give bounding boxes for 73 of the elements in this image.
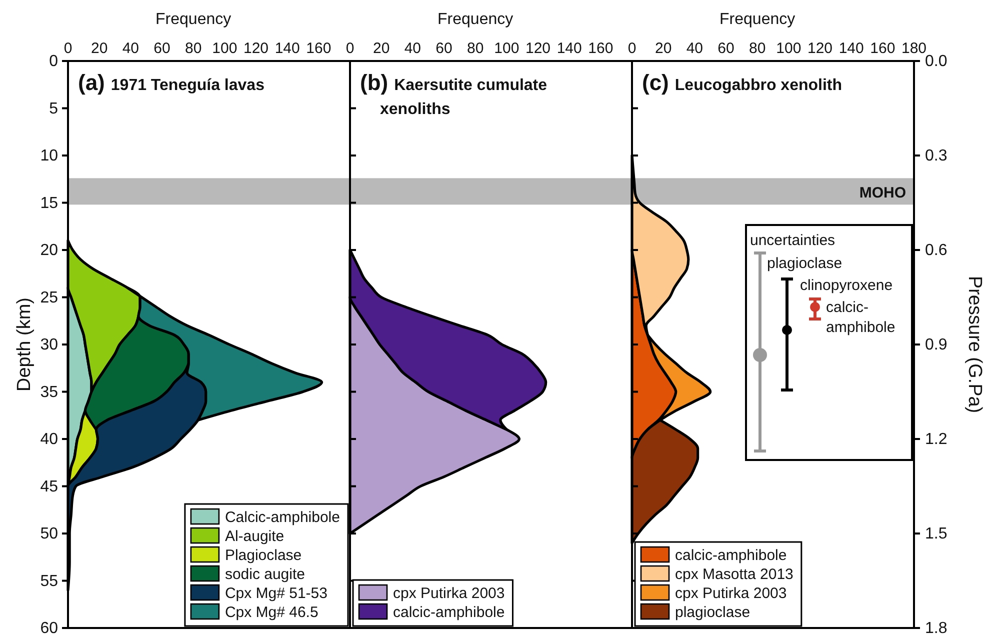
x-tick-label: 40 bbox=[686, 40, 704, 57]
text: 1.8 bbox=[925, 620, 948, 638]
legend-label: Calcic-amphibole bbox=[224, 509, 340, 526]
x-tick-label: 100 bbox=[494, 40, 520, 57]
x-tick-label: 40 bbox=[404, 40, 422, 57]
y-tick-label: 15 bbox=[40, 194, 58, 212]
annotation: calcic-amphibole bbox=[826, 299, 896, 336]
x-tick-label: 0 bbox=[64, 40, 72, 57]
legend-label: calcic-amphibole bbox=[675, 547, 787, 564]
x-tick-label: 60 bbox=[718, 40, 734, 57]
x-tick-label: 20 bbox=[90, 40, 108, 57]
text: 0.9 bbox=[925, 336, 948, 354]
y-tick-label: 10 bbox=[40, 148, 58, 165]
annotation: plagioclase bbox=[767, 255, 842, 272]
x-axis-title: Frequency bbox=[156, 11, 232, 28]
x-tick-label: 100 bbox=[776, 40, 802, 57]
annotation: clinopyroxene bbox=[800, 277, 893, 294]
y-tick-label: 30 bbox=[40, 336, 58, 354]
x-tick-label: 60 bbox=[436, 40, 452, 57]
y-tick-label: 25 bbox=[40, 289, 58, 306]
x-tick-label: 80 bbox=[748, 40, 766, 57]
legend-label: cpx Putirka 2003 bbox=[675, 585, 787, 602]
x-axis-title: Frequency bbox=[720, 11, 796, 28]
chart-title: (c) Leucogabbro xenolith bbox=[642, 70, 842, 95]
text: 0.0 bbox=[925, 53, 948, 70]
x-tick-label: 140 bbox=[838, 40, 864, 57]
x-tick-label: 80 bbox=[184, 40, 202, 57]
text: (b) Kaersutite cumulate xenoliths bbox=[360, 70, 548, 118]
legend-label: cpx Putirka 2003 bbox=[393, 585, 505, 602]
x-tick-label: 180 bbox=[901, 40, 927, 57]
annotation: uncertainties bbox=[750, 232, 836, 249]
x-tick-label: 120 bbox=[807, 40, 833, 57]
text: 1.2 bbox=[925, 431, 948, 448]
x-tick-label: 120 bbox=[525, 40, 551, 57]
chart-title: (a) 1971 Teneguía lavas bbox=[78, 70, 265, 95]
legend-label: sodic augite bbox=[224, 566, 305, 583]
band-label: MOHO bbox=[859, 184, 906, 202]
y-tick-label: 40 bbox=[40, 431, 58, 448]
x-tick-label: 0 bbox=[628, 40, 636, 57]
legend-label: cpx Masotta 2013 bbox=[675, 566, 794, 583]
x-tick-label: 160 bbox=[306, 40, 332, 57]
text: 0.3 bbox=[925, 148, 948, 165]
legend-label: plagioclase bbox=[675, 604, 750, 621]
x-tick-label: 160 bbox=[870, 40, 896, 57]
text: 0.6 bbox=[925, 242, 948, 260]
x-tick-label: 160 bbox=[588, 40, 614, 57]
x-axis-title: Frequency bbox=[438, 11, 514, 28]
legend-label: Al-augite bbox=[224, 528, 284, 545]
x-tick-label: 20 bbox=[654, 40, 672, 57]
x-tick-label: 0 bbox=[346, 40, 354, 57]
y-tick-label: 50 bbox=[40, 526, 58, 543]
legend-label: Cpx Mg# 46.5 bbox=[224, 604, 318, 621]
x-tick-label: 140 bbox=[556, 40, 582, 57]
x-tick-label: 100 bbox=[212, 40, 238, 57]
y-axis-title: Depth (km) bbox=[14, 298, 35, 392]
y-tick-label: 60 bbox=[40, 620, 58, 638]
x-tick-label: 20 bbox=[372, 40, 390, 57]
y-tick-label: 45 bbox=[40, 478, 58, 496]
x-tick-label: 40 bbox=[122, 40, 140, 57]
x-tick-label: 140 bbox=[274, 40, 300, 57]
y2-axis-title: Pressure (G.Pa) bbox=[964, 276, 984, 414]
y-tick-label: 55 bbox=[40, 572, 58, 590]
y-tick-label: 5 bbox=[49, 100, 58, 118]
x-tick-label: 80 bbox=[466, 40, 484, 57]
legend-label: Cpx Mg# 51-53 bbox=[224, 585, 328, 602]
y-tick-label: 0 bbox=[49, 53, 58, 70]
legend-label: Plagioclase bbox=[224, 547, 302, 564]
y-tick-label: 20 bbox=[40, 242, 58, 260]
x-tick-label: 60 bbox=[154, 40, 170, 57]
legend-label: calcic-amphibole bbox=[393, 604, 505, 621]
y-tick-label: 35 bbox=[40, 384, 58, 401]
text: 1.5 bbox=[925, 526, 948, 543]
x-tick-label: 120 bbox=[243, 40, 269, 57]
